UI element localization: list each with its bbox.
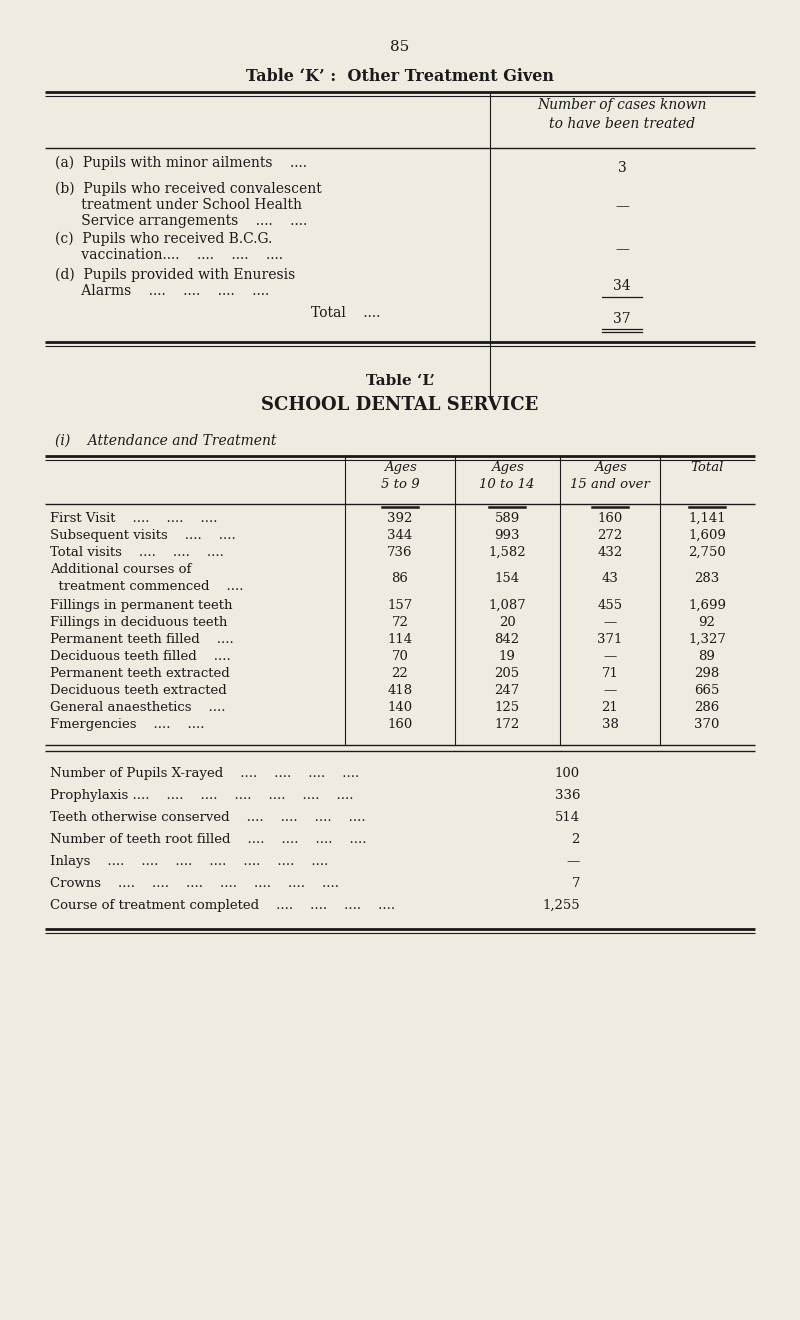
- Text: (i)    Attendance and Treatment: (i) Attendance and Treatment: [55, 434, 277, 447]
- Text: Total    ....: Total ....: [310, 306, 380, 319]
- Text: 432: 432: [598, 546, 622, 558]
- Text: —: —: [615, 242, 629, 256]
- Text: —: —: [603, 684, 617, 697]
- Text: 2,750: 2,750: [688, 546, 726, 558]
- Text: 71: 71: [602, 667, 618, 680]
- Text: Service arrangements    ....    ....: Service arrangements .... ....: [55, 214, 307, 228]
- Text: 125: 125: [494, 701, 519, 714]
- Text: Number of Pupils X-rayed    ....    ....    ....    ....: Number of Pupils X-rayed .... .... .... …: [50, 767, 359, 780]
- Text: Number of teeth root filled    ....    ....    ....    ....: Number of teeth root filled .... .... ..…: [50, 833, 366, 846]
- Text: 589: 589: [494, 512, 520, 525]
- Text: 34: 34: [613, 279, 631, 293]
- Text: 344: 344: [387, 529, 413, 543]
- Text: —: —: [603, 649, 617, 663]
- Text: 392: 392: [387, 512, 413, 525]
- Text: 514: 514: [555, 810, 580, 824]
- Text: 43: 43: [602, 573, 618, 586]
- Text: Ages
15 and over: Ages 15 and over: [570, 461, 650, 491]
- Text: Prophylaxis ....    ....    ....    ....    ....    ....    ....: Prophylaxis .... .... .... .... .... ...…: [50, 789, 354, 803]
- Text: Alarms    ....    ....    ....    ....: Alarms .... .... .... ....: [55, 284, 270, 298]
- Text: —: —: [566, 855, 580, 869]
- Text: 85: 85: [390, 40, 410, 54]
- Text: 993: 993: [494, 529, 520, 543]
- Text: Table ‘L’: Table ‘L’: [366, 374, 434, 388]
- Text: Inlays    ....    ....    ....    ....    ....    ....    ....: Inlays .... .... .... .... .... .... ...…: [50, 855, 328, 869]
- Text: Number of cases known
to have been treated: Number of cases known to have been treat…: [538, 98, 706, 132]
- Text: 736: 736: [387, 546, 413, 558]
- Text: Total visits    ....    ....    ....: Total visits .... .... ....: [50, 546, 224, 558]
- Text: —: —: [615, 199, 629, 213]
- Text: Total: Total: [690, 461, 724, 474]
- Text: Ages
10 to 14: Ages 10 to 14: [479, 461, 534, 491]
- Text: 272: 272: [598, 529, 622, 543]
- Text: 160: 160: [598, 512, 622, 525]
- Text: Subsequent visits    ....    ....: Subsequent visits .... ....: [50, 529, 236, 543]
- Text: (a)  Pupils with minor ailments    ....: (a) Pupils with minor ailments ....: [55, 156, 307, 170]
- Text: 7: 7: [571, 876, 580, 890]
- Text: First Visit    ....    ....    ....: First Visit .... .... ....: [50, 512, 218, 525]
- Text: 371: 371: [598, 634, 622, 645]
- Text: 1,699: 1,699: [688, 599, 726, 612]
- Text: Table ‘K’ :  Other Treatment Given: Table ‘K’ : Other Treatment Given: [246, 69, 554, 84]
- Text: 2: 2: [572, 833, 580, 846]
- Text: Additional courses of
  treatment commenced    ....: Additional courses of treatment commence…: [50, 564, 243, 593]
- Text: 247: 247: [494, 684, 520, 697]
- Text: Ages
5 to 9: Ages 5 to 9: [381, 461, 419, 491]
- Text: 86: 86: [391, 573, 409, 586]
- Text: 114: 114: [387, 634, 413, 645]
- Text: 298: 298: [694, 667, 720, 680]
- Text: 154: 154: [494, 573, 519, 586]
- Text: Deciduous teeth filled    ....: Deciduous teeth filled ....: [50, 649, 230, 663]
- Text: General anaesthetics    ....: General anaesthetics ....: [50, 701, 226, 714]
- Text: 283: 283: [694, 573, 720, 586]
- Text: 370: 370: [694, 718, 720, 731]
- Text: 20: 20: [498, 616, 515, 630]
- Text: Course of treatment completed    ....    ....    ....    ....: Course of treatment completed .... .... …: [50, 899, 395, 912]
- Text: 1,609: 1,609: [688, 529, 726, 543]
- Text: Teeth otherwise conserved    ....    ....    ....    ....: Teeth otherwise conserved .... .... ....…: [50, 810, 366, 824]
- Text: 336: 336: [554, 789, 580, 803]
- Text: 205: 205: [494, 667, 519, 680]
- Text: 21: 21: [602, 701, 618, 714]
- Text: 455: 455: [598, 599, 622, 612]
- Text: (c)  Pupils who received B.C.G.: (c) Pupils who received B.C.G.: [55, 232, 272, 247]
- Text: 842: 842: [494, 634, 519, 645]
- Text: 1,255: 1,255: [542, 899, 580, 912]
- Text: 1,141: 1,141: [688, 512, 726, 525]
- Text: 172: 172: [494, 718, 520, 731]
- Text: 19: 19: [498, 649, 515, 663]
- Text: 418: 418: [387, 684, 413, 697]
- Text: 70: 70: [391, 649, 409, 663]
- Text: 100: 100: [555, 767, 580, 780]
- Text: treatment under School Health: treatment under School Health: [55, 198, 302, 213]
- Text: 140: 140: [387, 701, 413, 714]
- Text: (b)  Pupils who received convalescent: (b) Pupils who received convalescent: [55, 182, 322, 197]
- Text: 3: 3: [618, 161, 626, 176]
- Text: 37: 37: [613, 312, 631, 326]
- Text: 89: 89: [698, 649, 715, 663]
- Text: Permanent teeth filled    ....: Permanent teeth filled ....: [50, 634, 234, 645]
- Text: 157: 157: [387, 599, 413, 612]
- Text: 1,087: 1,087: [488, 599, 526, 612]
- Text: vaccination....    ....    ....    ....: vaccination.... .... .... ....: [55, 248, 283, 261]
- Text: 1,327: 1,327: [688, 634, 726, 645]
- Text: (d)  Pupils provided with Enuresis: (d) Pupils provided with Enuresis: [55, 268, 295, 282]
- Text: 665: 665: [694, 684, 720, 697]
- Text: 1,582: 1,582: [488, 546, 526, 558]
- Text: 38: 38: [602, 718, 618, 731]
- Text: Fmergencies    ....    ....: Fmergencies .... ....: [50, 718, 205, 731]
- Text: 92: 92: [698, 616, 715, 630]
- Text: 72: 72: [391, 616, 409, 630]
- Text: Fillings in deciduous teeth: Fillings in deciduous teeth: [50, 616, 227, 630]
- Text: SCHOOL DENTAL SERVICE: SCHOOL DENTAL SERVICE: [262, 396, 538, 414]
- Text: Permanent teeth extracted: Permanent teeth extracted: [50, 667, 230, 680]
- Text: 160: 160: [387, 718, 413, 731]
- Text: 22: 22: [392, 667, 408, 680]
- Text: —: —: [603, 616, 617, 630]
- Text: 286: 286: [694, 701, 720, 714]
- Text: Crowns    ....    ....    ....    ....    ....    ....    ....: Crowns .... .... .... .... .... .... ...…: [50, 876, 339, 890]
- Text: Fillings in permanent teeth: Fillings in permanent teeth: [50, 599, 233, 612]
- Text: Deciduous teeth extracted: Deciduous teeth extracted: [50, 684, 226, 697]
